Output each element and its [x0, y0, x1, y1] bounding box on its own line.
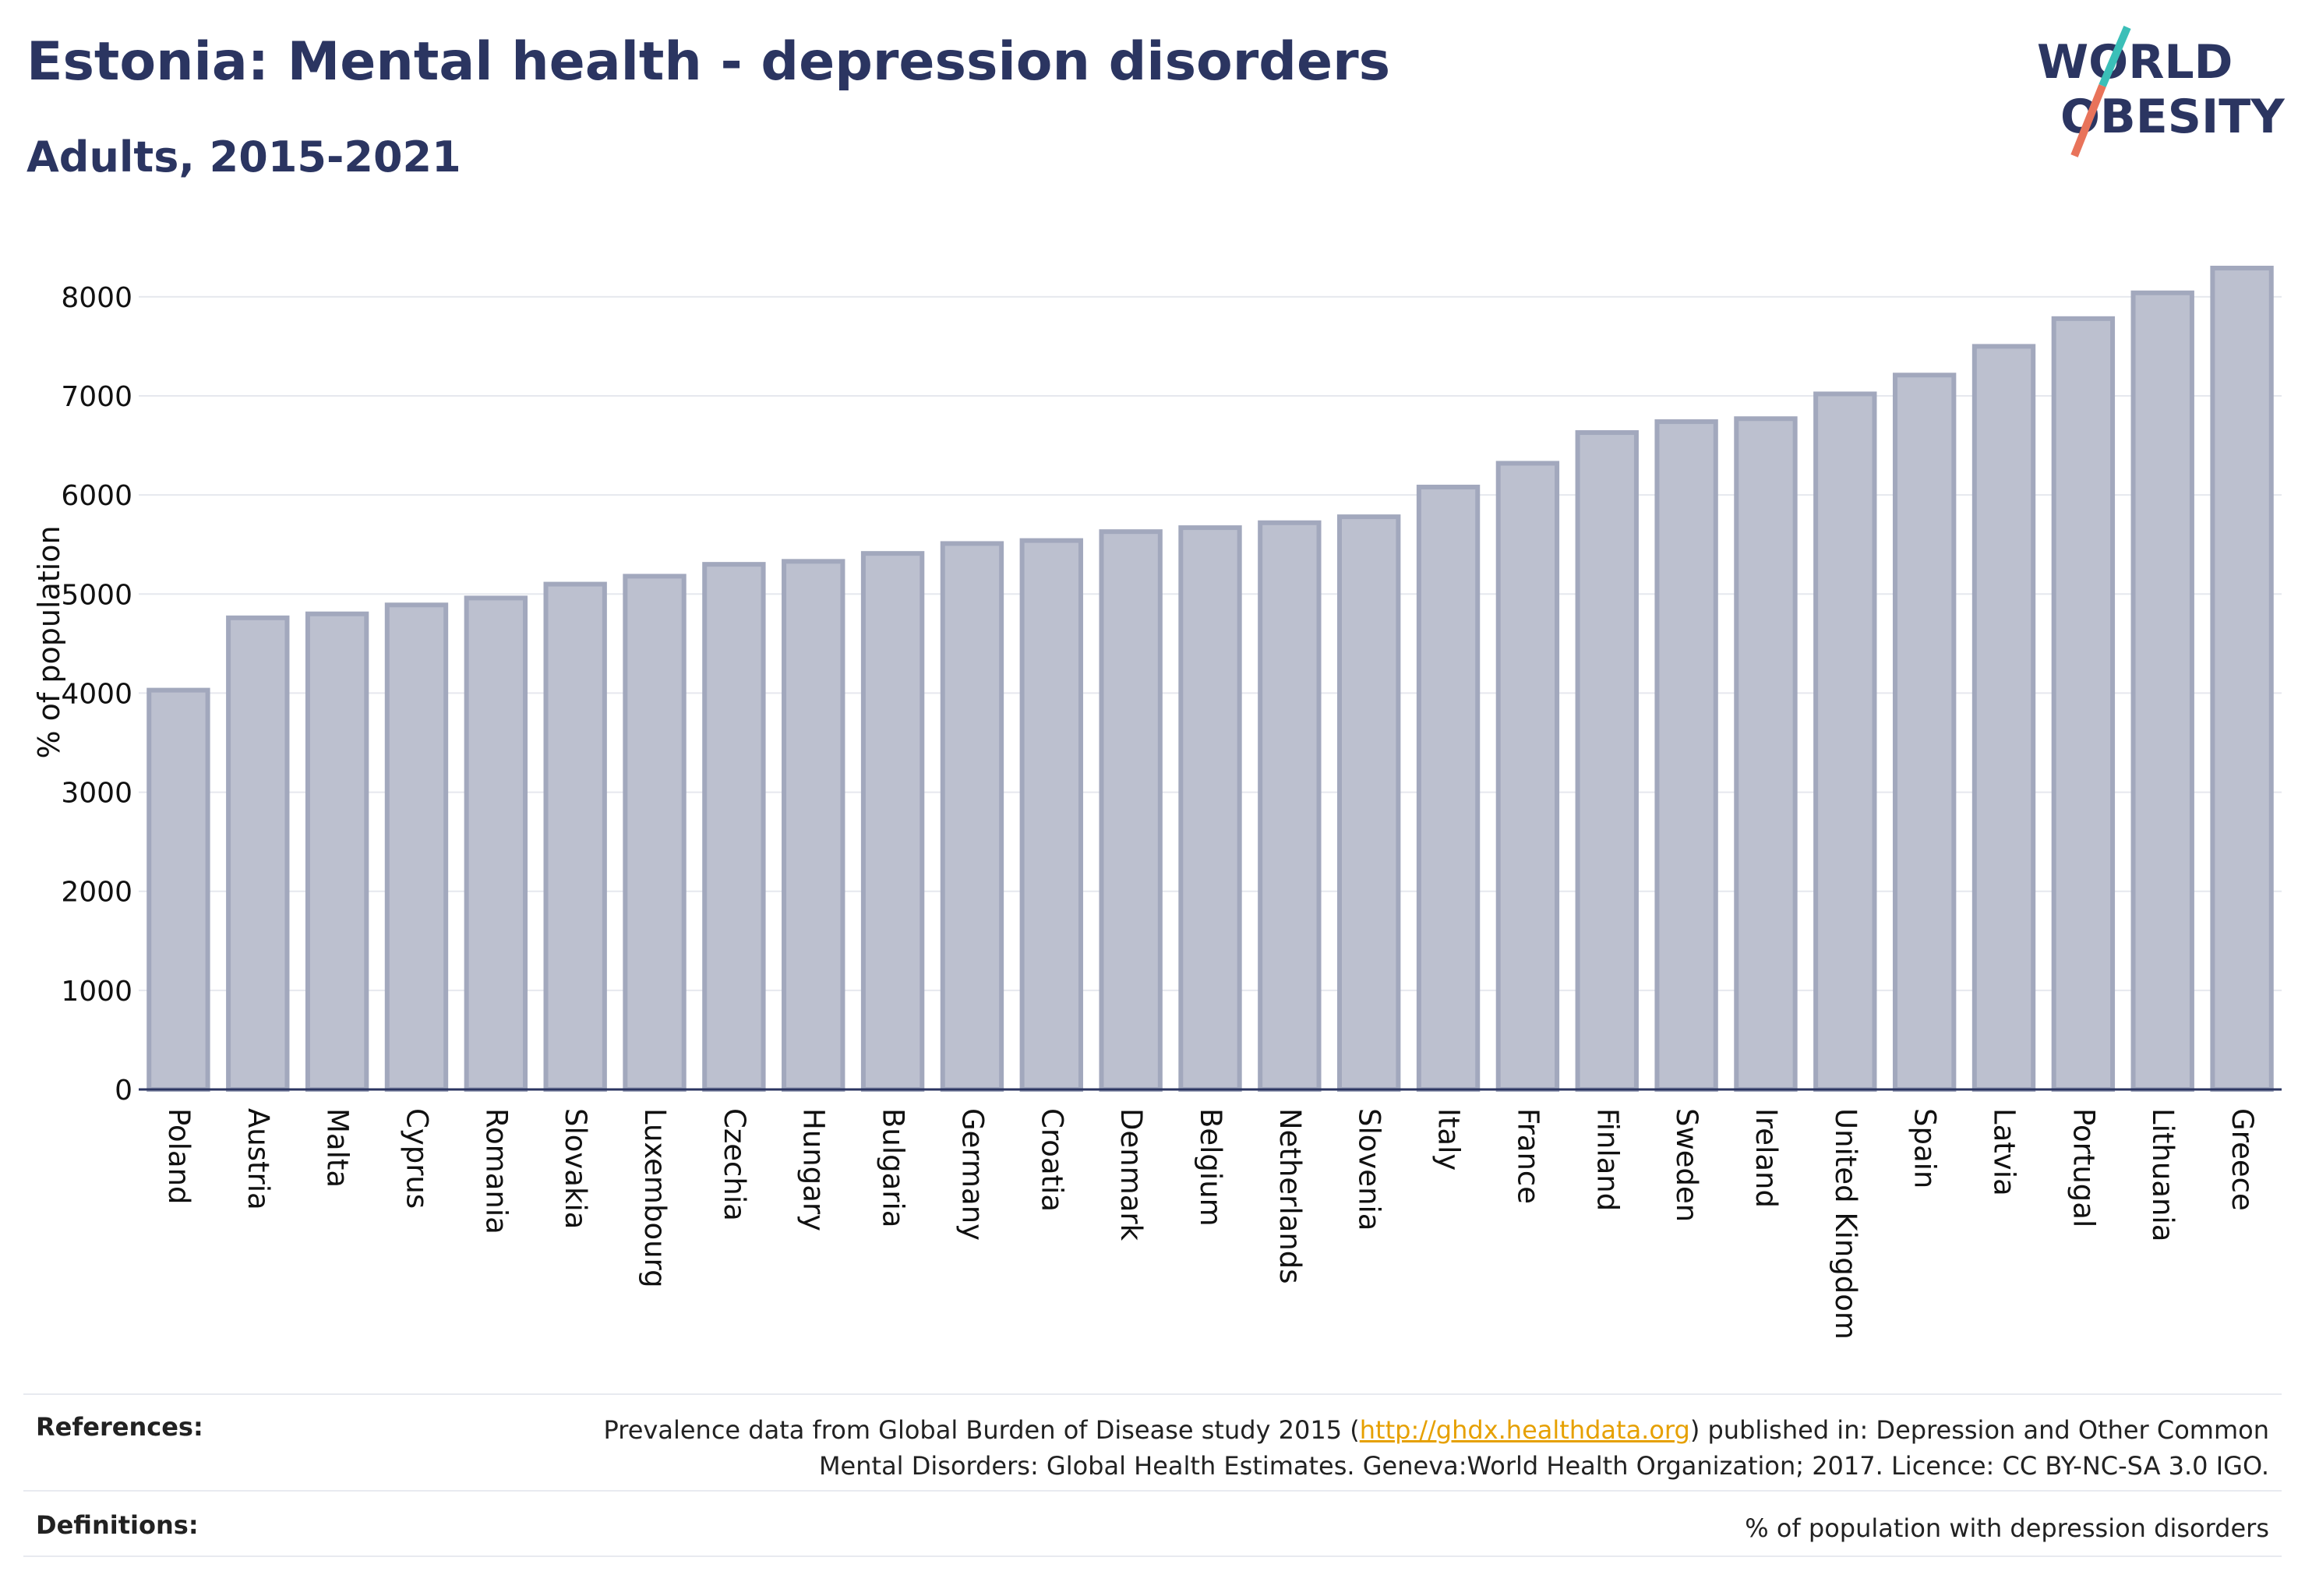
- y-tick-label: 5000: [61, 579, 132, 611]
- bar-romania: [464, 595, 528, 1092]
- y-tick-label: 2000: [61, 877, 132, 909]
- y-tick-label: 3000: [61, 778, 132, 810]
- x-tick-label: Austria: [242, 1108, 275, 1210]
- references-text-2: Mental Disorders: Global Health Estimate…: [818, 1451, 2269, 1481]
- bar-finland: [1575, 430, 1639, 1092]
- x-tick-label: Latvia: [1988, 1108, 2021, 1196]
- x-tick-label: Italy: [1432, 1108, 1466, 1171]
- bar-austria: [226, 615, 290, 1092]
- x-tick-label: Germany: [955, 1108, 989, 1241]
- bar-denmark: [1099, 529, 1163, 1092]
- x-tick-label: Poland: [162, 1108, 196, 1205]
- bar-poland: [146, 687, 210, 1092]
- references-label: References:: [36, 1412, 203, 1442]
- bar-netherlands: [1258, 520, 1322, 1092]
- x-tick-label: Spain: [1908, 1108, 1942, 1188]
- bar-cyprus: [384, 602, 449, 1092]
- x-axis-ticks: Poland Austria Malta Cyprus Romania Slovakia L…: [162, 1108, 2259, 1340]
- x-tick-label: Slovenia: [1353, 1108, 1386, 1231]
- footer-divider-bottom: [23, 1555, 2282, 1557]
- bar-ireland: [1734, 416, 1798, 1092]
- x-tick-label: Belgium: [1194, 1108, 1227, 1227]
- x-tick-label: Romania: [479, 1108, 513, 1234]
- bar-france: [1495, 461, 1560, 1092]
- x-tick-label: Greece: [2226, 1108, 2259, 1211]
- x-tick-label: Bulgaria: [877, 1108, 910, 1227]
- bar-portugal: [2051, 316, 2116, 1093]
- x-tick-label: Portugal: [2067, 1108, 2100, 1227]
- x-tick-label: United Kingdom: [1829, 1108, 1862, 1340]
- references-row: References: Prevalence data from Global …: [23, 1412, 2282, 1490]
- x-tick-label: Sweden: [1670, 1108, 1703, 1222]
- x-tick-label: Malta: [321, 1108, 355, 1188]
- bar-slovakia: [543, 581, 607, 1092]
- logo-slash-bottom: [2070, 84, 2106, 157]
- bar-lithuania: [2130, 290, 2194, 1092]
- bar-hungary: [782, 559, 845, 1092]
- world-obesity-logo: WORLD OBESITY: [2037, 26, 2286, 157]
- bar-belgium: [1178, 525, 1242, 1092]
- references-text-1a: Prevalence data from Global Burden of Di…: [603, 1415, 1360, 1445]
- bar-croatia: [1019, 538, 1083, 1092]
- y-tick-label: 6000: [61, 480, 132, 512]
- references-text: Prevalence data from Global Burden of Di…: [604, 1412, 2269, 1484]
- x-tick-label: Ireland: [1749, 1108, 1783, 1208]
- y-tick-label: 1000: [61, 976, 132, 1008]
- bar-chart: 0 1000 2000 3000 4000 5000 6000 7000 8000 Poland…: [32, 265, 2282, 1340]
- bar-sweden: [1654, 419, 1718, 1092]
- x-tick-label: Lithuania: [2146, 1108, 2180, 1241]
- chart-title: Estonia: Mental health - depression diso…: [26, 31, 1391, 93]
- bar-united-kingdom: [1813, 391, 1877, 1092]
- bar-czechia: [702, 562, 766, 1092]
- references-link[interactable]: http://ghdx.healthdata.org: [1359, 1415, 1690, 1445]
- x-tick-label: Denmark: [1114, 1108, 1148, 1241]
- definitions-label: Definitions:: [36, 1510, 199, 1540]
- y-axis-label: % of population: [32, 525, 66, 758]
- bar-luxembourg: [623, 574, 687, 1092]
- x-tick-label: Netherlands: [1273, 1108, 1307, 1284]
- logo-line1: WORLD: [2037, 35, 2233, 90]
- x-tick-label: Slovakia: [559, 1108, 592, 1229]
- x-tick-label: Hungary: [797, 1108, 831, 1231]
- bar-malta: [305, 611, 369, 1092]
- x-tick-label: Croatia: [1035, 1108, 1068, 1212]
- x-tick-label: Luxembourg: [638, 1108, 672, 1288]
- bar-greece: [2210, 265, 2274, 1092]
- footer-divider-middle: [23, 1490, 2282, 1492]
- chart-subtitle: Adults, 2015-2021: [26, 132, 461, 182]
- bar-spain: [1892, 373, 1957, 1092]
- definitions-text: % of population with depression disorder…: [1745, 1513, 2269, 1543]
- bar-italy: [1416, 484, 1481, 1092]
- y-axis-ticks: 0 1000 2000 3000 4000 5000 6000 7000 8000: [61, 282, 132, 1107]
- bar-latvia: [1971, 344, 2036, 1092]
- x-tick-label: Cyprus: [400, 1108, 433, 1209]
- y-tick-label: 0: [115, 1075, 132, 1107]
- y-tick-label: 8000: [61, 282, 132, 314]
- y-tick-label: 7000: [61, 381, 132, 413]
- x-tick-label: Czechia: [718, 1108, 751, 1221]
- bar-germany: [940, 541, 1004, 1092]
- y-tick-label: 4000: [61, 678, 132, 710]
- bar-slovenia: [1337, 514, 1401, 1092]
- logo-slash-top: [2099, 26, 2131, 87]
- bar-bulgaria: [860, 551, 925, 1092]
- x-tick-label: France: [1511, 1108, 1544, 1204]
- x-tick-label: Finland: [1590, 1108, 1624, 1211]
- footer-divider-top: [23, 1393, 2282, 1395]
- definitions-row: Definitions: % of population with depres…: [23, 1510, 2282, 1557]
- bars: [146, 265, 2274, 1093]
- references-text-1b: ) published in: Depression and Other Com…: [1689, 1415, 2269, 1445]
